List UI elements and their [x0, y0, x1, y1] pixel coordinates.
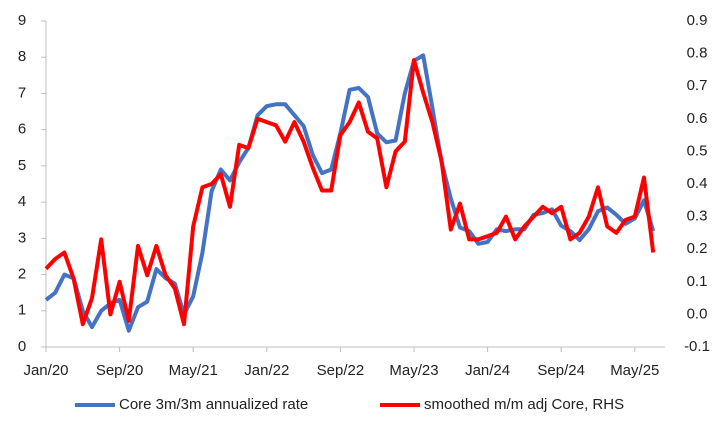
x-tick-label: May/21 [169, 362, 218, 379]
x-tick-label: May/23 [389, 362, 438, 379]
x-tick-label: Jan/22 [244, 362, 289, 379]
y-tick-label: 7 [18, 84, 26, 101]
y2-tick-label: 0.6 [687, 110, 708, 127]
x-tick-label: Jan/20 [23, 362, 68, 379]
y-tick-label: 9 [18, 12, 26, 29]
y-tick-label: 8 [18, 48, 26, 65]
y2-tick-label: 0.3 [687, 208, 708, 225]
y-tick-label: 6 [18, 121, 26, 138]
x-tick-label: Sep/24 [537, 362, 585, 379]
y-tick-label: 4 [18, 193, 26, 210]
y-tick-label: 0 [18, 338, 26, 355]
y2-tick-label: 0.0 [687, 305, 708, 322]
y2-tick-label: 0.9 [687, 12, 708, 29]
x-tick-label: May/25 [610, 362, 659, 379]
series-line [44, 53, 656, 333]
x-tick-label: Sep/22 [317, 362, 365, 379]
y2-tick-label: 0.5 [687, 142, 708, 159]
y-tick-label: 3 [18, 229, 26, 246]
legend-label: smoothed m/m adj Core, RHS [424, 396, 624, 413]
y2-tick-label: -0.1 [684, 338, 710, 355]
y2-tick-label: 0.1 [687, 273, 708, 290]
y2-tick-label: 0.4 [687, 175, 708, 192]
y-tick-label: 2 [18, 266, 26, 283]
y-tick-label: 1 [18, 302, 26, 319]
y2-tick-label: 0.2 [687, 240, 708, 257]
y2-tick-label: 0.7 [687, 77, 708, 94]
y-tick-label: 5 [18, 157, 26, 174]
series-line [44, 58, 656, 327]
y2-tick-label: 0.8 [687, 45, 708, 62]
legend-label: Core 3m/3m annualized rate [119, 396, 308, 413]
x-tick-label: Jan/24 [465, 362, 510, 379]
x-tick-label: Sep/20 [96, 362, 144, 379]
